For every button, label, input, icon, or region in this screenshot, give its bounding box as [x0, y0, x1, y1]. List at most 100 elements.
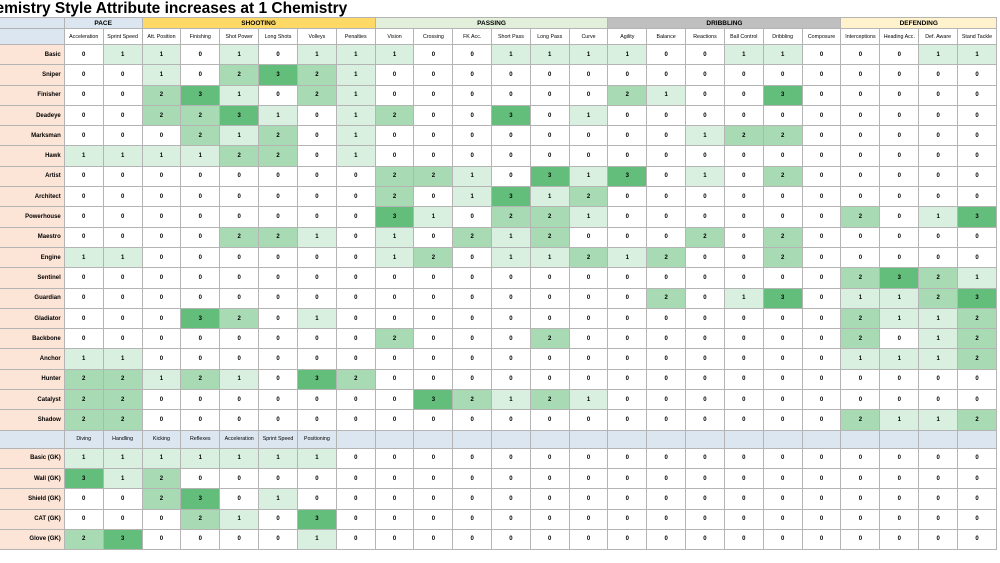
value-cell[interactable]: 0 [296, 145, 337, 167]
row-label[interactable]: Basic (GK) [0, 447, 65, 469]
value-cell[interactable]: 0 [840, 43, 881, 66]
value-cell[interactable]: 0 [102, 267, 143, 289]
value-cell[interactable]: 2 [918, 267, 959, 289]
value-cell[interactable]: 0 [491, 368, 531, 391]
value-cell[interactable]: 0 [801, 368, 842, 391]
value-cell[interactable]: 0 [879, 165, 920, 188]
value-cell[interactable]: 0 [762, 145, 803, 167]
value-cell[interactable]: 0 [685, 528, 725, 551]
value-cell[interactable]: 0 [296, 409, 337, 431]
value-cell[interactable]: 0 [607, 125, 648, 147]
value-cell[interactable]: 0 [685, 43, 725, 66]
value-cell[interactable]: 0 [180, 246, 221, 269]
value-cell[interactable]: 0 [491, 267, 531, 289]
value-cell[interactable]: 0 [374, 287, 415, 309]
value-cell[interactable]: 2 [840, 267, 881, 289]
value-cell[interactable]: 0 [568, 528, 609, 551]
value-cell[interactable]: 0 [723, 528, 764, 551]
value-cell[interactable]: 0 [723, 307, 764, 330]
value-cell[interactable]: 0 [879, 84, 920, 106]
value-cell[interactable]: 0 [102, 84, 143, 106]
value-cell[interactable]: 0 [452, 246, 493, 269]
gk-column-header[interactable]: Kicking [141, 429, 182, 449]
value-cell[interactable]: 0 [141, 267, 182, 289]
group-header-passing[interactable]: PASSING [374, 17, 609, 29]
value-cell[interactable]: 2 [918, 287, 959, 309]
value-cell[interactable]: 0 [840, 104, 881, 127]
value-cell[interactable]: 2 [180, 508, 221, 530]
value-cell[interactable]: 2 [957, 328, 997, 350]
value-cell[interactable]: 0 [180, 64, 221, 86]
row-label[interactable]: Sentinel [0, 267, 65, 289]
value-cell[interactable]: 2 [63, 409, 104, 431]
value-cell[interactable]: 0 [957, 104, 997, 127]
value-cell[interactable]: 0 [258, 467, 298, 490]
value-cell[interactable]: 1 [568, 389, 609, 411]
gk-column-header[interactable]: Sprint Speed [258, 429, 298, 449]
value-cell[interactable]: 0 [723, 145, 764, 167]
value-cell[interactable]: 0 [723, 467, 764, 490]
value-cell[interactable]: 0 [762, 307, 803, 330]
value-cell[interactable]: 1 [180, 447, 221, 469]
value-cell[interactable]: 0 [607, 145, 648, 167]
row-label[interactable]: Powerhouse [0, 206, 65, 228]
value-cell[interactable]: 0 [452, 287, 493, 309]
value-cell[interactable]: 0 [413, 145, 454, 167]
value-cell[interactable]: 0 [646, 348, 687, 370]
value-cell[interactable]: 2 [102, 389, 143, 411]
value-cell[interactable]: 0 [413, 467, 454, 490]
value-cell[interactable]: 0 [879, 226, 920, 248]
group-header-dribbling[interactable]: DRIBBLING [607, 17, 842, 29]
value-cell[interactable]: 0 [374, 389, 415, 411]
value-cell[interactable]: 3 [879, 267, 920, 289]
value-cell[interactable]: 0 [63, 186, 104, 208]
column-header[interactable]: Shot Power [219, 28, 260, 45]
value-cell[interactable]: 1 [918, 328, 959, 350]
value-cell[interactable]: 0 [219, 287, 260, 309]
value-cell[interactable]: 0 [374, 488, 415, 510]
value-cell[interactable]: 0 [607, 467, 648, 490]
row-label[interactable]: Sniper [0, 64, 65, 86]
value-cell[interactable]: 1 [102, 447, 143, 469]
value-cell[interactable]: 0 [180, 348, 221, 370]
value-cell[interactable]: 1 [63, 145, 104, 167]
value-cell[interactable]: 1 [258, 488, 298, 510]
value-cell[interactable]: 1 [568, 104, 609, 127]
value-cell[interactable]: 0 [180, 267, 221, 289]
value-cell[interactable]: 0 [258, 43, 298, 66]
value-cell[interactable]: 1 [840, 348, 881, 370]
value-cell[interactable]: 0 [840, 226, 881, 248]
value-cell[interactable]: 0 [258, 186, 298, 208]
value-cell[interactable]: 2 [840, 328, 881, 350]
value-cell[interactable]: 2 [840, 206, 881, 228]
value-cell[interactable]: 0 [335, 246, 376, 269]
value-cell[interactable]: 0 [529, 307, 570, 330]
value-cell[interactable]: 0 [685, 348, 725, 370]
value-cell[interactable]: 0 [840, 186, 881, 208]
value-cell[interactable]: 1 [918, 43, 959, 66]
value-cell[interactable]: 0 [219, 206, 260, 228]
value-cell[interactable]: 3 [180, 488, 221, 510]
value-cell[interactable]: 0 [646, 307, 687, 330]
row-label[interactable]: Hawk [0, 145, 65, 167]
value-cell[interactable]: 0 [723, 389, 764, 411]
row-label[interactable]: Anchor [0, 348, 65, 370]
value-cell[interactable]: 0 [568, 348, 609, 370]
value-cell[interactable]: 0 [646, 267, 687, 289]
value-cell[interactable]: 1 [452, 165, 493, 188]
value-cell[interactable]: 0 [102, 307, 143, 330]
value-cell[interactable]: 0 [413, 84, 454, 106]
value-cell[interactable]: 0 [646, 447, 687, 469]
value-cell[interactable]: 0 [413, 186, 454, 208]
value-cell[interactable]: 0 [141, 389, 182, 411]
value-cell[interactable]: 0 [102, 488, 143, 510]
value-cell[interactable]: 0 [63, 226, 104, 248]
value-cell[interactable]: 0 [335, 206, 376, 228]
value-cell[interactable]: 0 [413, 368, 454, 391]
value-cell[interactable]: 0 [646, 488, 687, 510]
column-header[interactable]: Agility [607, 28, 648, 45]
value-cell[interactable]: 0 [529, 104, 570, 127]
value-cell[interactable]: 1 [141, 43, 182, 66]
value-cell[interactable]: 2 [219, 226, 260, 248]
value-cell[interactable]: 0 [296, 125, 337, 147]
